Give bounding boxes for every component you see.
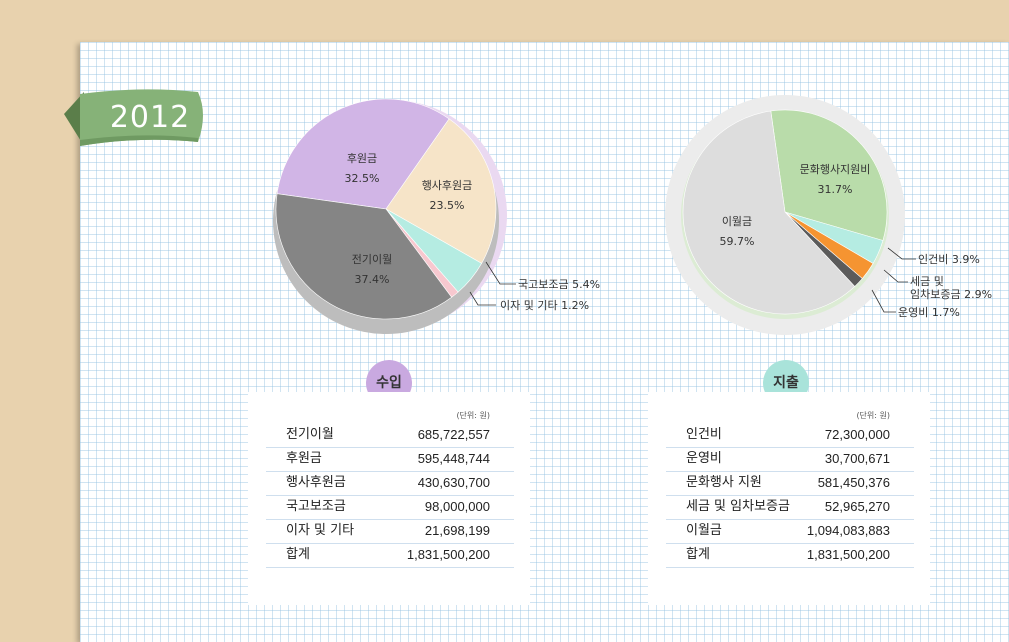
income-unit-note: (단위: 원) — [456, 411, 490, 420]
expense-callout-line-3 — [871, 289, 896, 313]
ribbon-shade — [80, 135, 198, 146]
row-label: 전기이월 — [286, 427, 334, 442]
income-pct-후원금: 32.5% — [345, 172, 380, 185]
row-value: 1,831,500,200 — [406, 547, 490, 562]
ribbon-fold — [64, 92, 84, 146]
row-value: 98,000,000 — [424, 499, 490, 514]
expense-callout-인건비: 인건비 3.9% — [918, 253, 980, 266]
income-pct-행사후원금: 23.5% — [430, 199, 465, 212]
row-label: 이월금 — [686, 523, 722, 538]
row-value: 685,722,557 — [417, 427, 490, 442]
table-row: 문화행사 지원 581,450,376 — [666, 472, 914, 496]
income-slice-4 — [275, 193, 453, 320]
expense-label-이월금: 이월금 — [722, 215, 752, 228]
income-callout-line-2 — [469, 291, 496, 306]
row-value: 21,698,199 — [424, 523, 490, 538]
table-row: 합계 1,831,500,200 — [666, 544, 914, 568]
table-row: 이월금 1,094,083,883 — [666, 520, 914, 544]
row-value: 581,450,376 — [817, 475, 890, 490]
expense-unit-note: (단위: 원) — [856, 411, 890, 420]
row-label: 합계 — [686, 547, 710, 562]
year-ribbon — [64, 89, 203, 146]
ribbon-band — [80, 89, 203, 146]
expense-callout-임차보증금: 임차보증금 2.9% — [910, 288, 992, 301]
expense-label-문화행사지원비: 문화행사지원비 — [800, 163, 871, 176]
expense-slice-4 — [682, 110, 856, 315]
expense-rows: 인건비 72,300,000 운영비 30,700,671 문화행사 지원 581,450… — [666, 424, 914, 568]
income-label-전기이월: 전기이월 — [352, 253, 392, 266]
row-value: 72,300,000 — [824, 427, 890, 442]
expense-pct-문화행사지원비: 31.7% — [818, 183, 853, 196]
table-row: 세금 및 임차보증금 52,965,270 — [666, 496, 914, 520]
row-value: 30,700,671 — [824, 451, 890, 466]
row-value: 595,448,744 — [417, 451, 490, 466]
expense-table: (단위: 원) 인건비 72,300,000 운영비 30,700,671 문화행사 지… — [648, 392, 930, 605]
income-rows: 전기이월 685,722,557 후원금 595,448,744 행사후원금 430,63… — [266, 424, 514, 568]
row-label: 세금 및 임차보증금 — [686, 499, 790, 514]
table-row: 행사후원금 430,630,700 — [266, 472, 514, 496]
row-value: 430,630,700 — [417, 475, 490, 490]
expense-pct-이월금: 59.7% — [720, 235, 755, 248]
income-callout-이자-및-기타: 이자 및 기타 1.2% — [500, 299, 589, 312]
expense-callout-세금: 세금 및 — [910, 275, 944, 288]
table-row: 합계 1,831,500,200 — [266, 544, 514, 568]
expense-callout-line-2 — [883, 269, 908, 283]
row-label: 합계 — [286, 547, 310, 562]
row-label: 문화행사 지원 — [686, 475, 762, 490]
year-label: 2012 — [109, 100, 191, 135]
income-table: (단위: 원) 전기이월 685,722,557 후원금 595,448,744 행사후… — [248, 392, 530, 605]
row-label: 국고보조금 — [286, 499, 346, 514]
row-label: 인건비 — [686, 427, 722, 442]
income-slice-0 — [276, 98, 450, 210]
expense-pie — [682, 109, 888, 315]
income-callout-국고보조금: 국고보조금 5.4% — [518, 278, 600, 291]
table-row: 국고보조금 98,000,000 — [266, 496, 514, 520]
expense-slice-0 — [770, 109, 888, 241]
table-row: 인건비 72,300,000 — [666, 424, 914, 448]
row-value: 1,831,500,200 — [806, 547, 890, 562]
row-value: 1,094,083,883 — [806, 523, 890, 538]
expense-callout-line-1 — [887, 247, 916, 260]
expense-callout-운영비: 운영비 1.7% — [898, 306, 960, 319]
table-row: 운영비 30,700,671 — [666, 448, 914, 472]
row-label: 운영비 — [686, 451, 722, 466]
row-label: 행사후원금 — [286, 475, 346, 490]
income-pct-전기이월: 37.4% — [355, 273, 390, 286]
row-value: 52,965,270 — [824, 499, 890, 514]
income-slice-1 — [385, 118, 497, 264]
income-label-행사후원금: 행사후원금 — [422, 179, 473, 192]
row-label: 이자 및 기타 — [286, 523, 355, 538]
income-label-후원금: 후원금 — [347, 152, 377, 165]
table-row: 이자 및 기타 21,698,199 — [266, 520, 514, 544]
row-label: 후원금 — [286, 451, 322, 466]
table-row: 전기이월 685,722,557 — [266, 424, 514, 448]
table-row: 후원금 595,448,744 — [266, 448, 514, 472]
income-callout-line-1 — [485, 261, 516, 285]
income-pie — [275, 98, 497, 320]
